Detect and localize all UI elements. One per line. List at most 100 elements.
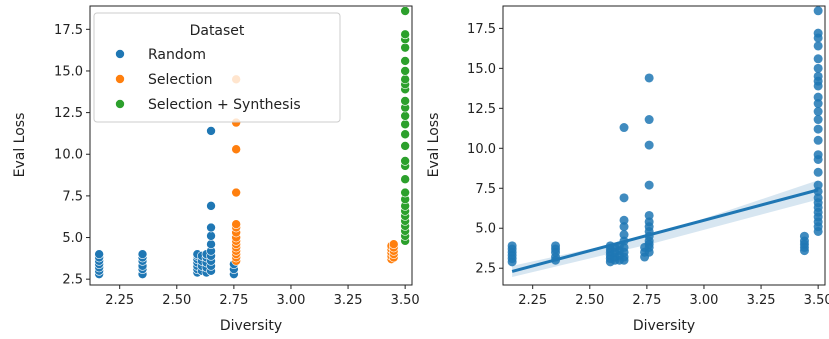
chart-left-y-tick-label: 12.5 [54, 106, 83, 121]
chart-right-x-tick-label: 3.25 [747, 293, 776, 308]
point-selection-synthesis [400, 6, 410, 16]
point [813, 180, 823, 190]
legend-label-selection: Selection [148, 72, 213, 88]
chart-right-x-tick-label: 2.50 [575, 293, 604, 308]
chart-right-points [507, 6, 823, 267]
point [813, 6, 823, 16]
point [813, 71, 823, 81]
point [644, 140, 654, 150]
point-selection-synthesis [400, 56, 410, 66]
chart-right-x-axis-label: Diversity [633, 318, 695, 334]
point [813, 115, 823, 125]
point [813, 124, 823, 134]
point [619, 222, 629, 232]
chart-right-y-tick-label: 17.5 [467, 22, 496, 37]
legend-marker-random [115, 49, 125, 59]
point-random [94, 249, 104, 259]
chart-right-y-tick-label: 7.5 [475, 182, 496, 197]
legend-box [93, 12, 341, 123]
point [644, 115, 654, 125]
point [799, 231, 809, 241]
chart-left-x-axis-label: Diversity [220, 318, 282, 334]
chart-left-y-axis-label: Eval Loss [12, 113, 28, 178]
point [619, 215, 629, 225]
point [619, 193, 629, 203]
point-selection-synthesis [400, 129, 410, 140]
chart-left-y-tick-label: 5.0 [62, 231, 83, 246]
point-selection-synthesis [400, 42, 410, 53]
chart-right-confidence-band [512, 180, 819, 278]
point [813, 150, 823, 160]
chart-right-x-tick-label: 3.50 [804, 293, 829, 308]
chart-left-x-tick-label: 3.25 [334, 293, 363, 308]
legend-label-selection-synthesis: Selection + Synthesis [148, 97, 301, 113]
legend-marker-selection [115, 74, 125, 84]
chart-right-y-ticks: 2.5 5.0 7.5 10.0 12.5 15.0 17.5 [467, 22, 503, 277]
legend-label-random: Random [148, 47, 206, 63]
point-selection [231, 144, 241, 155]
point [813, 92, 823, 102]
chart-left-points [94, 6, 410, 279]
chart-right-x-tick-label: 2.25 [518, 293, 547, 308]
point [813, 193, 823, 203]
point [813, 41, 823, 51]
point [644, 210, 654, 220]
point [813, 54, 823, 64]
point-random [206, 231, 216, 241]
point-selection-synthesis [400, 174, 410, 185]
chart-right-y-tick-label: 5.0 [475, 222, 496, 237]
chart-left-x-tick-label: 3.50 [391, 293, 420, 308]
point-selection [231, 187, 241, 198]
chart-right-scatter-regression: 2.25 2.50 2.75 3.00 3.25 3.50 2.5 5.0 7.5 10.0 12… [426, 5, 829, 334]
point [813, 167, 823, 177]
chart-right-y-tick-label: 12.5 [467, 102, 496, 117]
point [813, 107, 823, 117]
chart-left-x-tick-label: 2.25 [105, 293, 134, 308]
point-random [206, 239, 216, 249]
point [813, 135, 823, 145]
point [619, 230, 629, 240]
point [644, 217, 654, 227]
chart-right-y-axis-label: Eval Loss [426, 113, 442, 178]
point-selection-synthesis [400, 141, 410, 151]
chart-left-y-tick-label: 17.5 [54, 23, 83, 38]
point-selection-synthesis [400, 187, 410, 198]
point [813, 63, 823, 73]
chart-left-scatter: 2.25 2.50 2.75 3.00 3.25 3.50 2.5 5.0 7.5 10.0 12… [12, 5, 420, 334]
chart-left-y-ticks: 2.5 5.0 7.5 10.0 12.5 15.0 17.5 [54, 23, 90, 288]
point-selection-synthesis [400, 29, 410, 40]
chart-right-y-tick-label: 15.0 [467, 62, 496, 77]
chart-left-x-tick-label: 2.50 [162, 293, 191, 308]
point [644, 180, 654, 190]
point-selection [231, 219, 241, 230]
chart-left-x-tick-label: 2.75 [219, 293, 248, 308]
chart-left-x-tick-label: 3.00 [276, 293, 305, 308]
chart-left-legend: Dataset Random Selection Selection + Syn… [93, 12, 341, 123]
chart-right-y-tick-label: 2.5 [475, 262, 496, 277]
point-random [206, 126, 216, 136]
point-selection-synthesis [400, 119, 410, 130]
chart-right-x-ticks: 2.25 2.50 2.75 3.00 3.25 3.50 [518, 285, 829, 308]
point-selection [388, 239, 399, 249]
point [507, 241, 517, 251]
legend-marker-selection-synthesis [115, 99, 125, 109]
point [644, 73, 654, 83]
chart-left-x-ticks: 2.25 2.50 2.75 3.00 3.25 3.50 [105, 285, 420, 308]
point [813, 28, 823, 38]
chart-left-y-tick-label: 10.0 [54, 148, 83, 163]
point-selection-synthesis [400, 96, 410, 106]
point-selection-synthesis [400, 111, 410, 121]
point-selection-synthesis [400, 74, 410, 85]
chart-left-y-tick-label: 2.5 [62, 273, 83, 288]
point [813, 99, 823, 109]
chart-right-x-tick-label: 3.00 [689, 293, 718, 308]
chart-right-plot-area [502, 5, 826, 286]
point [551, 241, 561, 251]
chart-left-y-tick-label: 15.0 [54, 64, 83, 79]
chart-right-regression-line [511, 188, 819, 273]
point-random [137, 249, 148, 259]
point-selection-synthesis [400, 66, 410, 76]
point [619, 123, 629, 133]
point-selection-synthesis [400, 156, 410, 166]
